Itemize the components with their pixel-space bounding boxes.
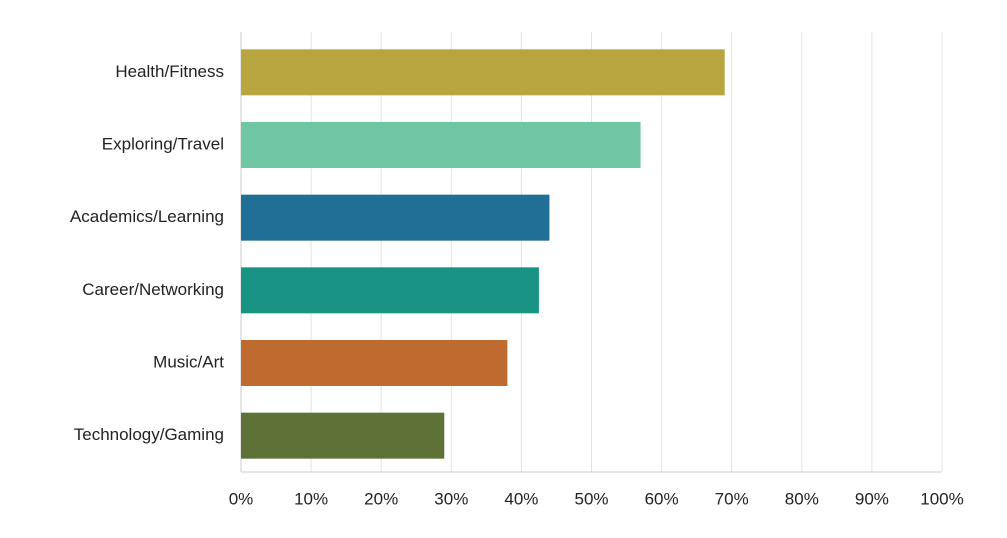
y-tick-label: Music/Art <box>153 352 224 371</box>
x-tick-label: 40% <box>504 489 538 508</box>
x-tick-label: 70% <box>715 489 749 508</box>
x-tick-label: 0% <box>229 489 254 508</box>
x-tick-label: 20% <box>364 489 398 508</box>
x-tick-label: 30% <box>434 489 468 508</box>
y-tick-label: Career/Networking <box>82 280 224 299</box>
bar <box>241 340 508 386</box>
x-tick-label: 90% <box>855 489 889 508</box>
x-tick-label: 50% <box>574 489 608 508</box>
x-tick-label: 60% <box>645 489 679 508</box>
bar <box>241 49 725 96</box>
y-tick-label: Technology/Gaming <box>74 425 224 444</box>
bar <box>241 267 539 314</box>
y-tick-label: Exploring/Travel <box>102 134 224 153</box>
bar <box>241 412 445 459</box>
x-tick-label: 80% <box>785 489 819 508</box>
y-tick-label: Academics/Learning <box>70 207 224 226</box>
y-tick-label: Health/Fitness <box>115 62 224 81</box>
x-tick-label: 100% <box>920 489 963 508</box>
bar <box>241 194 550 241</box>
x-tick-label: 10% <box>294 489 328 508</box>
bar <box>241 122 641 168</box>
